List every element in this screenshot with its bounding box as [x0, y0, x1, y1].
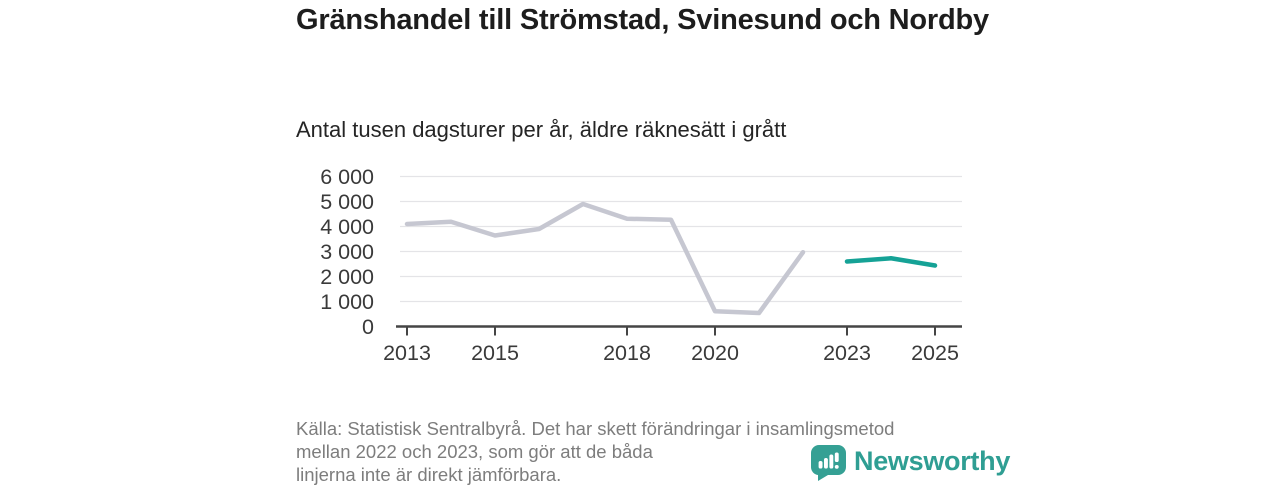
- source-note-line: mellan 2022 och 2023, som gör att de båd…: [296, 441, 653, 462]
- y-tick-label: 4 000: [320, 215, 374, 239]
- chart-title: Gränshandel till Strömstad, Svinesund oc…: [296, 4, 989, 36]
- x-tick-label: 2020: [691, 341, 739, 365]
- chart-subtitle: Antal tusen dagsturer per år, äldre räkn…: [296, 117, 787, 142]
- newsworthy-chart-bubble-icon: [811, 445, 846, 481]
- y-tick-label: 2 000: [320, 265, 374, 289]
- y-tick-label: 3 000: [320, 240, 374, 264]
- x-tick-label: 2015: [471, 341, 519, 365]
- x-tick-label: 2023: [823, 341, 871, 365]
- series-line: [844, 256, 938, 268]
- x-tick-label: 2013: [383, 341, 431, 365]
- y-tick-label: 5 000: [320, 190, 374, 214]
- x-tick-label: 2025: [911, 341, 959, 365]
- brand-name: Newsworthy: [854, 446, 1011, 476]
- y-tick-label: 6 000: [320, 165, 374, 189]
- y-tick-label: 0: [362, 315, 374, 339]
- series-line: [404, 201, 806, 316]
- newsworthy-logo: Newsworthy: [811, 445, 1010, 481]
- x-tick-label: 2018: [603, 341, 651, 365]
- y-tick-label: 1 000: [320, 290, 374, 314]
- source-note-line: Källa: Statistisk Sentralbyrå. Det har s…: [296, 418, 895, 439]
